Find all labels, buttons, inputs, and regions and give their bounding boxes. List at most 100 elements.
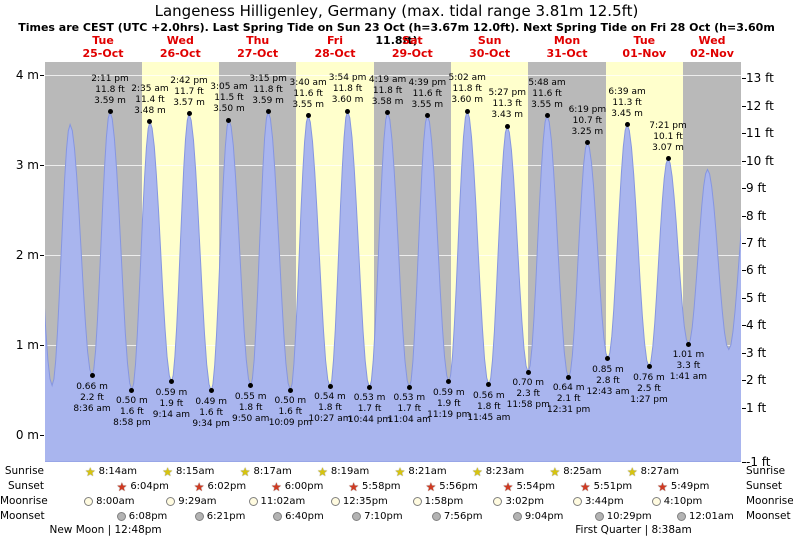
day-name: Wed	[698, 34, 726, 47]
tide-annotation-high: 3:40 am 11.6 ft 3.55 m	[278, 78, 338, 111]
y-axis-label-m: 0 m	[15, 428, 39, 442]
annotation-line: 5:02 am	[448, 73, 486, 83]
annotation-line: 11:45 am	[467, 412, 511, 423]
tide-point-dot	[685, 341, 691, 347]
axis-tick	[742, 297, 746, 299]
annotation-line: 3:05 am	[210, 82, 248, 92]
annotation-line: 0.50 m	[116, 396, 148, 406]
sunrise-label-right: Sunrise	[746, 465, 786, 477]
sunset-entry: ★ 5:56pm	[425, 479, 477, 494]
sunset-entry: ★ 5:54pm	[503, 479, 555, 494]
y-axis-label-ft: 4 ft	[746, 318, 767, 333]
tide-annotation-low: 0.54 m 1.8 ft 10:27 am	[300, 392, 360, 425]
annotation-line: 3.60 m	[451, 95, 484, 105]
sunset-time: 6:04pm	[130, 481, 169, 492]
moonset-time: 7:10pm	[364, 511, 403, 522]
sunrise-icon: ★	[239, 464, 251, 479]
sunset-time: 5:56pm	[439, 481, 478, 492]
day-name: Sun	[477, 34, 502, 47]
annotation-line: 3.59 m	[94, 95, 126, 106]
gridline	[45, 74, 741, 76]
tide-annotation-high: 3:54 pm 11.8 ft 3.60 m	[318, 73, 378, 106]
annotation-line: 1.7 ft	[357, 404, 382, 415]
sunset-time: 5:58pm	[361, 481, 401, 492]
y-axis-label-ft: -1 ft	[746, 455, 771, 470]
annotation-line: 2.2 ft	[80, 392, 104, 403]
moonrise-time: 1:58pm	[424, 496, 464, 507]
annotation-line: 11.3 ft	[492, 99, 522, 110]
axis-tick	[742, 133, 746, 135]
annotation-line: 0.64 m	[552, 383, 585, 394]
tide-point-dot	[147, 119, 153, 125]
annotation-line: 0.53 m	[353, 393, 386, 404]
tide-annotation-high: 5:02 am 11.8 ft 3.60 m	[437, 73, 497, 106]
annotation-line: 3.43 m	[491, 110, 524, 121]
tide-point-dot	[424, 113, 430, 118]
sunrise-icon: ★	[626, 464, 638, 479]
axis-tick	[742, 215, 746, 217]
annotation-line: 2.8 ft	[596, 375, 620, 386]
sunset-entry: ★ 5:49pm	[657, 479, 709, 494]
day-label: Mon 31-Oct	[527, 34, 607, 60]
day-name: Tue	[633, 34, 656, 47]
annotation-line: 11.6 ft	[532, 88, 562, 99]
annotation-line: 11:58 pm	[506, 400, 550, 410]
annotation-line: 11.4 ft	[135, 94, 165, 105]
annotation-line: 11.8 ft	[253, 84, 283, 95]
moonrise-time: 11:02am	[260, 496, 306, 507]
annotation-line: 3:15 pm	[249, 73, 287, 84]
day-name: Fri	[326, 34, 343, 47]
annotation-line: 10.7 ft	[572, 115, 603, 126]
annotation-line: 11.3 ft	[612, 97, 642, 108]
sunrise-label-left: Sunrise	[4, 465, 44, 477]
moonset-entry: 7:10pm	[352, 509, 403, 524]
tide-point-dot	[646, 364, 652, 370]
sunrise-entry: ★ 8:23am	[472, 464, 524, 479]
tide-point-dot	[486, 382, 492, 388]
moonset-time: 10:29pm	[606, 511, 652, 522]
sunrise-time: 8:15am	[176, 466, 215, 477]
annotation-line: 12:31 pm	[547, 405, 591, 416]
annotation-line: 3.57 m	[173, 97, 205, 108]
annotation-line: 6:19 pm	[568, 104, 607, 115]
axis-tick	[742, 188, 746, 190]
moonrise-entry: 4:10pm	[651, 494, 702, 509]
moonset-icon	[352, 512, 362, 521]
tide-annotation-low: 0.59 m 1.9 ft 11:19 pm	[419, 388, 479, 421]
annotation-line: 11.5 ft	[214, 93, 244, 103]
annotation-line: 0.70 m	[512, 378, 545, 388]
tide-annotation-high: 6:39 am 11.3 ft 3.45 m	[597, 87, 657, 120]
axis-tick	[40, 345, 44, 346]
annotation-line: 2:42 pm	[170, 75, 208, 86]
moonrise-time: 3:02pm	[505, 496, 544, 507]
day-date: 28-Oct	[314, 47, 356, 60]
sunrise-entry: ★ 8:14am	[85, 464, 137, 479]
annotation-line: 1.6 ft	[199, 407, 224, 418]
tide-annotation-high: 2:11 pm 11.8 ft 3.59 m	[80, 74, 140, 107]
sunrise-icon: ★	[317, 464, 328, 479]
annotation-line: 3.59 m	[252, 95, 284, 106]
moonset-icon	[116, 512, 126, 521]
annotation-line: 0.49 m	[195, 396, 227, 407]
sunrise-entry: ★ 8:19am	[317, 464, 369, 479]
sunset-time: 5:49pm	[670, 481, 710, 492]
tide-annotation-low: 0.50 m 1.6 ft 10:09 pm	[260, 396, 320, 429]
annotation-line: 11.6 ft	[293, 88, 323, 99]
tide-annotation-high: 6:19 pm 10.7 ft 3.25 m	[557, 105, 617, 138]
day-date: 31-Oct	[546, 47, 588, 60]
annotation-line: 10.1 ft	[653, 131, 683, 142]
y-axis-label-ft: 12 ft	[746, 98, 774, 113]
annotation-line: 3.50 m	[213, 104, 245, 114]
day-date: 27-Oct	[237, 47, 279, 60]
y-axis-label-ft: 3 ft	[746, 345, 767, 360]
tide-point-dot	[605, 356, 611, 361]
tide-point-dot	[584, 140, 590, 145]
y-axis-label-ft: 6 ft	[746, 263, 767, 278]
day-date: 29-Oct	[391, 47, 433, 60]
moon-phases-row: New Moon | 12:48pm First Quarter | 8:38am	[0, 524, 793, 538]
sunset-label-right: Sunset	[746, 480, 783, 492]
moonset-time: 6:21pm	[206, 511, 246, 522]
tide-point-dot	[624, 122, 630, 127]
tide-annotation-low: 0.55 m 1.8 ft 9:50 am	[221, 392, 281, 425]
annotation-line: 0.59 m	[432, 387, 465, 398]
